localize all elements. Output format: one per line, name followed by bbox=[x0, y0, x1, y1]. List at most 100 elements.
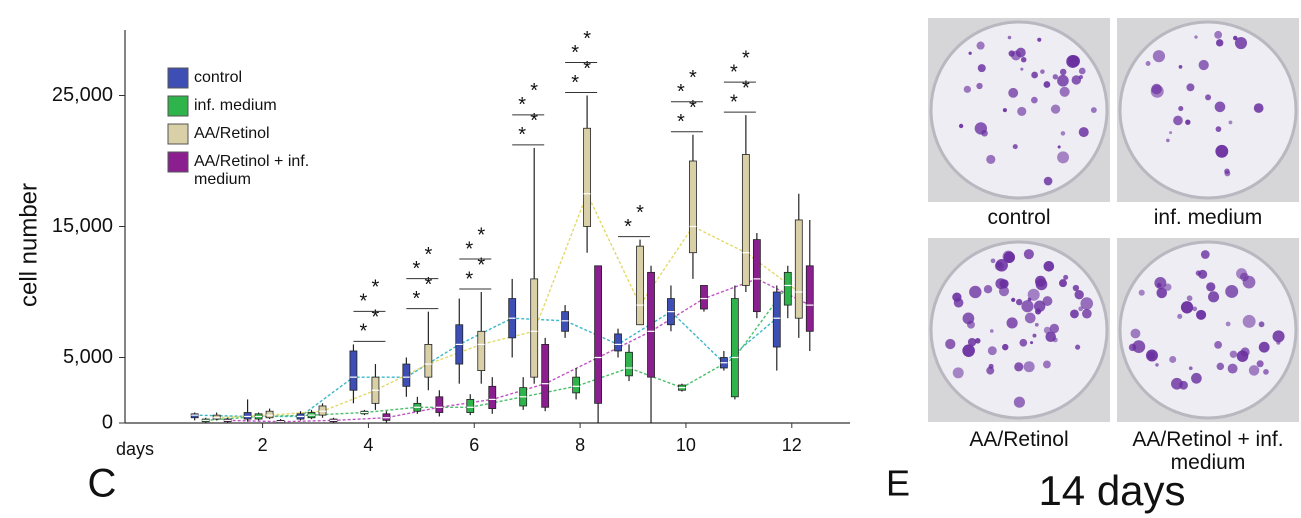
colony bbox=[1023, 249, 1034, 260]
colony bbox=[988, 363, 994, 369]
colony bbox=[1052, 74, 1059, 80]
colony bbox=[1020, 67, 1024, 71]
significance-star: * bbox=[424, 244, 432, 266]
box bbox=[318, 405, 327, 416]
significance-star: * bbox=[677, 111, 685, 133]
colony bbox=[1014, 362, 1024, 372]
colony bbox=[1002, 250, 1015, 263]
colony bbox=[1057, 74, 1069, 87]
colony bbox=[1156, 287, 1168, 299]
colony bbox=[1214, 101, 1226, 113]
colony bbox=[1011, 50, 1021, 61]
colony bbox=[1227, 363, 1238, 374]
colony bbox=[1020, 56, 1027, 63]
colony bbox=[952, 292, 962, 302]
legend-label: AA/Retinol + inf. medium bbox=[194, 153, 310, 188]
colony bbox=[1185, 119, 1191, 125]
colony bbox=[1192, 306, 1198, 312]
x-axis-label: days bbox=[116, 439, 154, 459]
colony bbox=[1186, 83, 1195, 92]
x-tick-label: 12 bbox=[782, 435, 802, 455]
significance-star: * bbox=[636, 202, 644, 224]
x-tick-label: 8 bbox=[575, 435, 585, 455]
colony bbox=[1178, 65, 1183, 69]
box bbox=[466, 399, 475, 413]
colony bbox=[1002, 343, 1009, 351]
panel-label: E bbox=[886, 463, 910, 504]
colony bbox=[1166, 138, 1170, 143]
box bbox=[783, 271, 792, 306]
colony bbox=[962, 344, 975, 357]
box bbox=[594, 265, 603, 404]
box bbox=[349, 350, 358, 391]
dish bbox=[1118, 240, 1298, 420]
colony bbox=[1043, 81, 1051, 88]
colony bbox=[990, 258, 996, 264]
colony bbox=[967, 337, 977, 347]
colony bbox=[1188, 366, 1193, 371]
x-tick-label: 2 bbox=[258, 435, 268, 455]
colony bbox=[1200, 250, 1210, 259]
colony bbox=[1150, 84, 1164, 98]
colony bbox=[1234, 37, 1248, 50]
colony bbox=[1013, 396, 1025, 408]
colony bbox=[1002, 108, 1007, 113]
box bbox=[752, 239, 761, 313]
box bbox=[647, 271, 655, 378]
colony bbox=[1060, 131, 1066, 136]
colony bbox=[1050, 104, 1061, 114]
x-tick-label: 10 bbox=[676, 435, 696, 455]
significance-star: * bbox=[677, 81, 685, 103]
colony bbox=[1242, 314, 1256, 328]
colony bbox=[1072, 284, 1080, 292]
colony bbox=[986, 366, 995, 375]
box bbox=[614, 333, 622, 352]
colony bbox=[987, 346, 997, 356]
legend-swatch bbox=[167, 123, 189, 145]
box bbox=[243, 412, 252, 420]
photo-label: AA/Retinol + inf. medium bbox=[1132, 428, 1284, 474]
colony bbox=[998, 286, 1010, 297]
colony bbox=[1012, 144, 1018, 150]
colony bbox=[1169, 355, 1177, 363]
colony bbox=[1229, 350, 1238, 358]
colony bbox=[1248, 365, 1260, 376]
colony bbox=[1214, 340, 1223, 349]
colony bbox=[968, 51, 972, 55]
colony bbox=[1007, 35, 1012, 40]
significance-star: * bbox=[465, 238, 473, 260]
colony bbox=[1021, 300, 1034, 313]
colony bbox=[1082, 308, 1092, 319]
colony bbox=[1063, 274, 1069, 280]
colony bbox=[1228, 120, 1233, 125]
colony bbox=[1023, 361, 1035, 373]
significance-star: * bbox=[360, 291, 368, 313]
colony bbox=[1078, 67, 1086, 75]
colony bbox=[1198, 269, 1208, 279]
colony bbox=[1186, 295, 1193, 302]
box bbox=[488, 385, 497, 409]
photo-label: control bbox=[987, 206, 1051, 229]
colony bbox=[1027, 288, 1040, 301]
significance-star: * bbox=[412, 288, 420, 310]
colony bbox=[1258, 341, 1270, 353]
colony bbox=[1178, 105, 1184, 112]
colony bbox=[983, 284, 993, 294]
significance-star: * bbox=[530, 110, 538, 132]
colony bbox=[1037, 37, 1042, 42]
y-tick-label: 5,000 bbox=[63, 346, 113, 368]
significance-star: * bbox=[583, 58, 591, 80]
significance-star: * bbox=[372, 277, 380, 299]
colony bbox=[1074, 290, 1084, 300]
colony bbox=[1030, 341, 1034, 345]
colony bbox=[1070, 309, 1079, 319]
colony bbox=[1031, 71, 1038, 79]
colony bbox=[1240, 347, 1250, 357]
significance-star: * bbox=[571, 72, 579, 94]
colony bbox=[1008, 87, 1019, 98]
colony bbox=[1208, 291, 1220, 303]
significance-star: * bbox=[689, 97, 697, 119]
colony bbox=[1233, 35, 1238, 41]
colony bbox=[1258, 321, 1265, 328]
colony bbox=[1040, 69, 1045, 74]
